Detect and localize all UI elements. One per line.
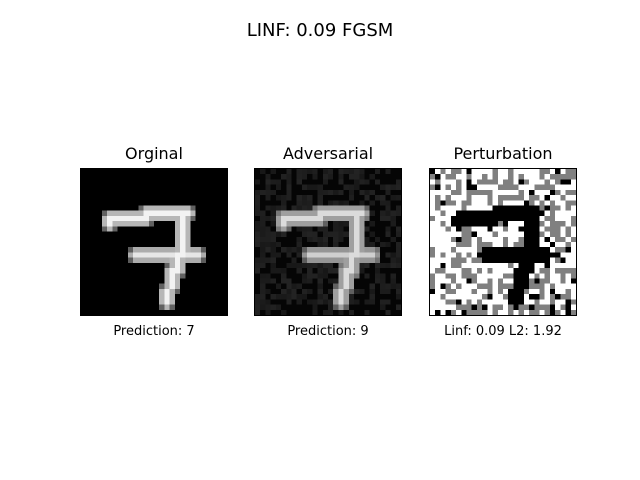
original-prediction-label: Prediction: 7 — [113, 324, 195, 339]
figure-title: LINF: 0.09 FGSM — [246, 20, 394, 41]
adversarial-title: Adversarial — [282, 144, 374, 163]
perturbation-panel: Perturbation Linf: 0.09 L2: 1.92 — [429, 143, 577, 339]
adversarial-prediction-label: Prediction: 9 — [287, 324, 369, 339]
adversarial-image-frame — [254, 168, 402, 316]
adversarial-panel: Adversarial Prediction: 9 — [254, 143, 402, 339]
adversarial-digit-image — [255, 169, 401, 315]
perturbation-norms-label: Linf: 0.09 L2: 1.92 — [444, 324, 562, 339]
perturbation-title: Perturbation — [453, 144, 553, 163]
perturbation-image — [430, 169, 576, 315]
perturbation-image-frame — [429, 168, 577, 316]
original-image-frame — [80, 168, 228, 316]
original-panel: Orginal Prediction: 7 — [80, 143, 228, 339]
original-digit-image — [81, 169, 227, 315]
original-title: Orginal — [125, 144, 183, 163]
